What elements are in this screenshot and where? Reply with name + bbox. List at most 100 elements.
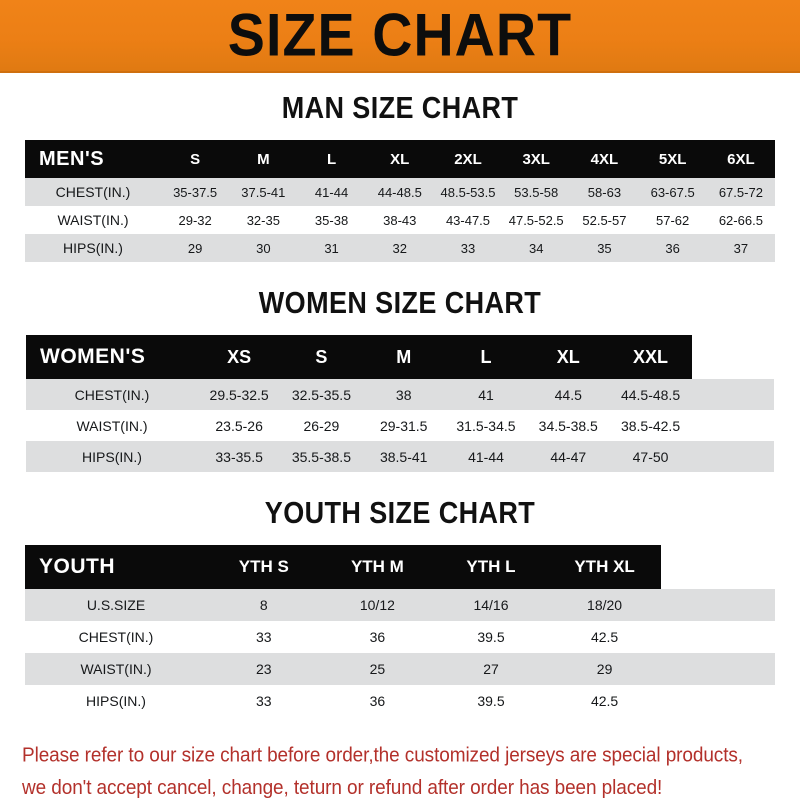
man-cell: 48.5-53.5 — [433, 178, 503, 206]
women-size-table: WOMEN'S XS S M L XL XXL CHEST(IN.) 29.5-… — [26, 335, 774, 472]
women-cell: 47-50 — [609, 441, 692, 472]
women-row-label: HIPS(IN.) — [26, 441, 198, 472]
man-cell: 37.5-41 — [229, 178, 298, 206]
man-cell: 63-67.5 — [638, 178, 707, 206]
women-cell: 33-35.5 — [198, 441, 281, 472]
women-cell-spacer — [691, 441, 774, 472]
man-corner-label: MEN'S — [25, 140, 161, 178]
women-cell: 29.5-32.5 — [198, 379, 281, 410]
women-cell: 38.5-41 — [362, 441, 445, 472]
women-row-label: WAIST(IN.) — [26, 410, 198, 441]
women-cell: 44.5-48.5 — [609, 379, 692, 410]
man-size-table: MEN'S S M L XL 2XL 3XL 4XL 5XL 6XL CHEST… — [25, 140, 775, 262]
youth-cell: 33 — [207, 621, 321, 653]
man-cell: 33 — [433, 234, 503, 262]
man-cell: 58-63 — [570, 178, 639, 206]
women-cell: 35.5-38.5 — [280, 441, 363, 472]
women-cell: 29-31.5 — [362, 410, 445, 441]
man-cell: 29 — [161, 234, 230, 262]
man-table-body: MEN'S S M L XL 2XL 3XL 4XL 5XL 6XL CHEST… — [25, 140, 775, 262]
youth-size-header: YTH L — [434, 545, 548, 589]
man-cell: 57-62 — [638, 206, 707, 234]
table-row: U.S.SIZE 8 10/12 14/16 18/20 — [25, 589, 775, 621]
youth-cell-spacer — [661, 621, 775, 653]
man-size-header: 5XL — [638, 140, 707, 178]
women-cell: 23.5-26 — [198, 410, 281, 441]
youth-size-header: YTH M — [320, 545, 435, 589]
man-cell: 37 — [706, 234, 775, 262]
man-cell: 41-44 — [297, 178, 366, 206]
women-size-header: XL — [527, 335, 610, 379]
man-cell: 32-35 — [229, 206, 298, 234]
youth-row-label: U.S.SIZE — [25, 589, 207, 621]
youth-cell: 33 — [207, 685, 321, 717]
table-row: CHEST(IN.) 35-37.5 37.5-41 41-44 44-48.5… — [25, 178, 775, 206]
youth-header-row: YOUTH YTH S YTH M YTH L YTH XL — [25, 545, 775, 589]
women-size-header: S — [280, 335, 363, 379]
disclaimer-line-1: Please refer to our size chart before or… — [22, 744, 743, 767]
man-row-label: CHEST(IN.) — [25, 178, 161, 206]
man-size-header: S — [161, 140, 230, 178]
man-cell: 62-66.5 — [706, 206, 775, 234]
youth-cell: 42.5 — [547, 621, 662, 653]
man-cell: 31 — [297, 234, 366, 262]
women-table-body: WOMEN'S XS S M L XL XXL CHEST(IN.) 29.5-… — [26, 335, 774, 472]
table-row: WAIST(IN.) 23 25 27 29 — [25, 653, 775, 685]
man-size-header: 4XL — [570, 140, 639, 178]
women-cell: 32.5-35.5 — [280, 379, 363, 410]
women-cell: 31.5-34.5 — [444, 410, 528, 441]
table-row: HIPS(IN.) 33 36 39.5 42.5 — [25, 685, 775, 717]
women-cell: 41-44 — [444, 441, 528, 472]
man-header-row: MEN'S S M L XL 2XL 3XL 4XL 5XL 6XL — [25, 140, 775, 178]
women-cell: 44.5 — [527, 379, 610, 410]
man-cell: 53.5-58 — [502, 178, 571, 206]
youth-table-wrap: YOUTH YTH S YTH M YTH L YTH XL U.S.SIZE … — [0, 545, 800, 717]
youth-cell-spacer — [661, 653, 775, 685]
man-cell: 43-47.5 — [433, 206, 503, 234]
man-size-header: M — [229, 140, 298, 178]
table-row: HIPS(IN.) 33-35.5 35.5-38.5 38.5-41 41-4… — [26, 441, 774, 472]
women-section-title: WOMEN SIZE CHART — [258, 286, 542, 320]
youth-cell: 36 — [320, 621, 435, 653]
women-size-header: XS — [198, 335, 281, 379]
youth-cell: 25 — [320, 653, 435, 685]
order-disclaimer: Please refer to our size chart before or… — [0, 739, 800, 805]
man-cell: 35-37.5 — [161, 178, 230, 206]
man-table-wrap: MEN'S S M L XL 2XL 3XL 4XL 5XL 6XL CHEST… — [0, 140, 800, 262]
table-row: CHEST(IN.) 33 36 39.5 42.5 — [25, 621, 775, 653]
man-cell: 29-32 — [161, 206, 230, 234]
women-header-spacer — [691, 335, 774, 379]
man-cell: 52.5-57 — [570, 206, 639, 234]
women-size-header: XXL — [609, 335, 692, 379]
youth-cell: 42.5 — [547, 685, 662, 717]
man-size-header: 6XL — [706, 140, 775, 178]
man-cell: 44-48.5 — [365, 178, 434, 206]
youth-cell: 39.5 — [434, 621, 548, 653]
man-row-label: WAIST(IN.) — [25, 206, 161, 234]
women-row-label: CHEST(IN.) — [26, 379, 198, 410]
youth-cell: 10/12 — [320, 589, 435, 621]
page-title: SIZE CHART — [227, 1, 573, 70]
youth-cell: 14/16 — [434, 589, 548, 621]
man-cell: 35 — [570, 234, 639, 262]
man-cell: 67.5-72 — [706, 178, 775, 206]
table-row: WAIST(IN.) 23.5-26 26-29 29-31.5 31.5-34… — [26, 410, 774, 441]
women-cell: 38 — [362, 379, 445, 410]
women-size-header: L — [444, 335, 528, 379]
women-table-wrap: WOMEN'S XS S M L XL XXL CHEST(IN.) 29.5-… — [0, 335, 800, 472]
page-banner: SIZE CHART — [0, 0, 800, 73]
youth-cell: 8 — [207, 589, 321, 621]
man-cell: 36 — [638, 234, 707, 262]
women-cell: 41 — [444, 379, 528, 410]
youth-size-header: YTH S — [207, 545, 321, 589]
youth-cell: 18/20 — [547, 589, 662, 621]
youth-corner-label: YOUTH — [25, 545, 207, 589]
man-size-header: L — [297, 140, 366, 178]
man-section-title: MAN SIZE CHART — [281, 91, 519, 125]
youth-cell-spacer — [661, 589, 775, 621]
women-size-header: M — [362, 335, 445, 379]
youth-row-label: CHEST(IN.) — [25, 621, 207, 653]
youth-cell: 29 — [547, 653, 662, 685]
women-cell-spacer — [691, 410, 774, 441]
